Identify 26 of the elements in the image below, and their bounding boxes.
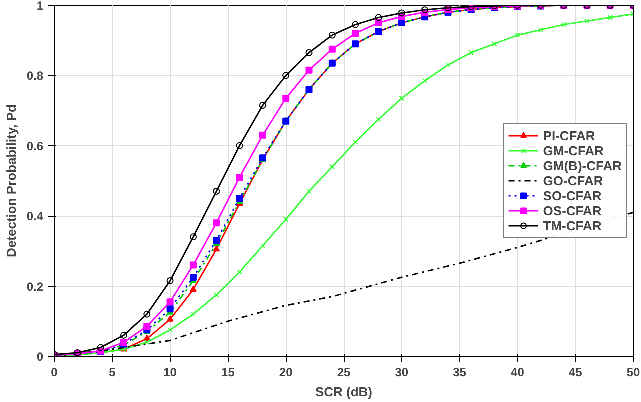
x-tick-label: 40: [511, 366, 525, 380]
legend-label: GM-CFAR: [543, 143, 604, 158]
y-tick-label: 0.4: [26, 210, 44, 224]
y-tick-label: 0.6: [26, 139, 44, 154]
x-tick-label: 10: [164, 366, 178, 380]
x-axis-title: SCR (dB): [315, 384, 373, 400]
legend-label: SO-CFAR: [543, 188, 602, 203]
x-tick-label: 25: [337, 366, 351, 380]
y-tick-label: 0.8: [26, 69, 44, 84]
y-axis-title: Detection Probability, Pd: [4, 104, 19, 258]
x-tick-label: 20: [279, 366, 294, 380]
x-tick-label: 30: [395, 366, 409, 380]
legend-label: OS-CFAR: [543, 203, 602, 218]
y-tick-label: 0: [36, 350, 44, 364]
x-tick-label: 0: [51, 366, 58, 380]
y-tick-label: 1: [36, 0, 44, 13]
legend-label: GM(B)-CFAR: [543, 158, 622, 173]
x-tick-label: 45: [568, 366, 583, 380]
x-tick-label: 15: [222, 366, 236, 380]
legend-label: TM-CFAR: [543, 218, 602, 233]
legend-label: GO-CFAR: [543, 173, 604, 188]
x-tick-label: 50: [626, 366, 640, 380]
x-tick-label: 35: [453, 366, 467, 380]
x-tick-label: 5: [109, 366, 116, 380]
legend-label: PI-CFAR: [543, 128, 596, 143]
y-tick-label: 0.2: [26, 280, 44, 294]
